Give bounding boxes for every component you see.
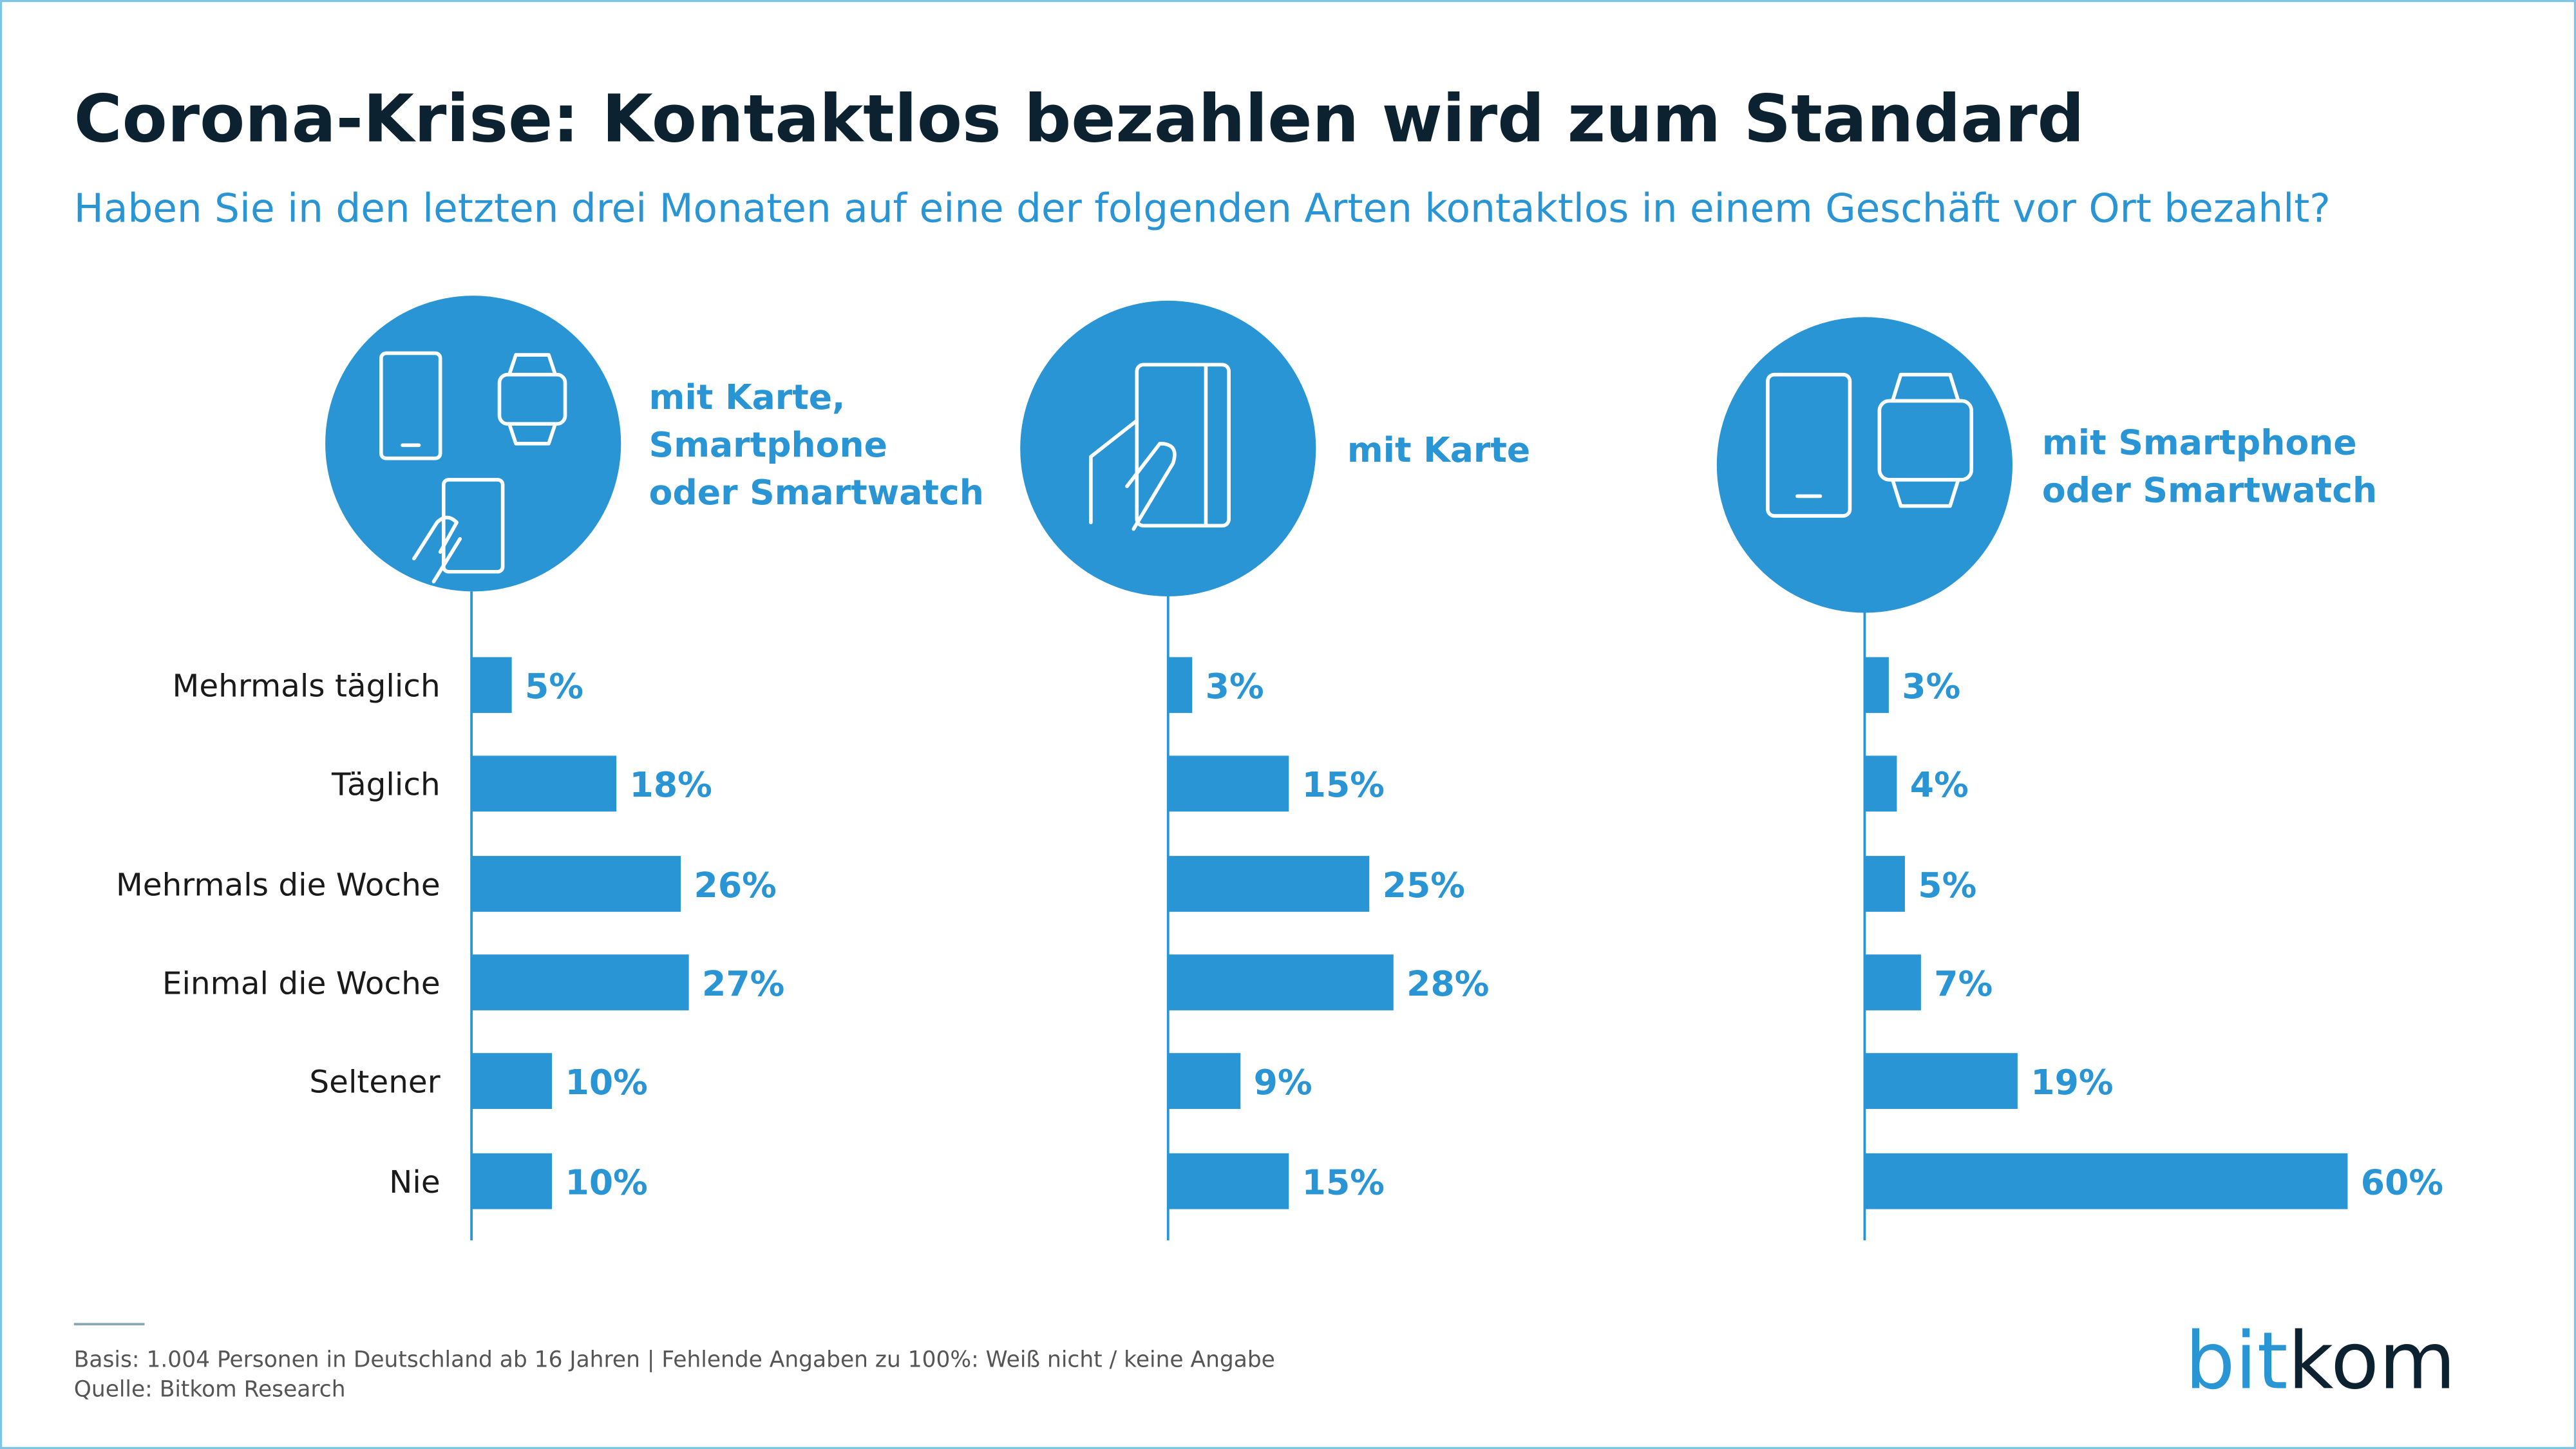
series-label-line: oder Smartwatch (2042, 469, 2377, 510)
bar (1864, 856, 1905, 912)
logo-part: bit (2185, 1315, 2288, 1407)
value-label: 10% (565, 1162, 648, 1203)
bar (1168, 657, 1193, 714)
value-label: 5% (1918, 865, 1976, 905)
bar (1864, 1053, 2018, 1109)
series-label-line: Smartphone (649, 424, 887, 465)
value-label: 15% (1302, 1162, 1385, 1203)
icon-group-1 (325, 296, 621, 592)
icon-circle (1716, 317, 2012, 613)
bar (1168, 755, 1289, 812)
series-label: mit Smartphone oder Smartwatch (2042, 422, 2377, 510)
bar (1864, 657, 1889, 714)
icon-circle (325, 296, 621, 592)
bar (1864, 954, 1921, 1010)
bar (471, 755, 617, 812)
bar (1168, 1053, 1241, 1109)
bar (1168, 954, 1394, 1010)
icon-group-2 (1020, 300, 1316, 597)
watch-icon (507, 353, 558, 446)
value-label: 25% (1383, 865, 1465, 905)
footer-basis: Basis: 1.004 Personen in Deutschland ab … (74, 1347, 1275, 1372)
chart-title: Corona-Krise: Kontaktlos bezahlen wird z… (74, 80, 2085, 157)
value-label: 4% (1910, 764, 1969, 805)
chart-subtitle: Haben Sie in den letzten drei Monaten au… (74, 185, 2331, 231)
logo-part: kom (2288, 1315, 2456, 1407)
bar (471, 954, 689, 1010)
series-label-line: mit Smartphone (2042, 422, 2357, 462)
category-label: Mehrmals die Woche (116, 867, 440, 903)
icon-group-3 (1716, 317, 2012, 613)
bar (471, 1053, 553, 1109)
hand-icon (1089, 419, 1177, 531)
value-label: 27% (702, 963, 784, 1004)
series-label: mit Karte (1347, 430, 1530, 470)
category-label: Nie (389, 1164, 440, 1200)
category-label: Mehrmals täglich (173, 668, 440, 705)
value-label: 7% (1934, 963, 1993, 1004)
value-label: 15% (1302, 764, 1385, 805)
value-label: 60% (2361, 1162, 2443, 1203)
value-label: 3% (1902, 666, 1960, 706)
bar (471, 1153, 553, 1209)
value-label: 5% (525, 666, 583, 706)
series-label-line: mit Karte, (649, 377, 846, 417)
series-label-line: oder Smartwatch (649, 472, 984, 513)
value-label: 3% (1206, 666, 1264, 706)
watch-icon (1890, 372, 1960, 508)
card-icon (1135, 363, 1231, 528)
logo: bitkom (2185, 1315, 2456, 1407)
watch-icon (1877, 399, 1974, 482)
card-icon (441, 478, 505, 574)
footer-source: Quelle: Bitkom Research (74, 1376, 346, 1402)
value-label: 19% (2031, 1062, 2113, 1103)
value-label: 10% (565, 1062, 648, 1103)
value-label: 26% (694, 865, 777, 905)
value-label: 9% (1254, 1062, 1312, 1103)
watch-icon (497, 372, 567, 426)
bar (471, 657, 512, 714)
phone-icon (379, 351, 442, 460)
bar (1168, 1153, 1289, 1209)
bar (471, 856, 681, 912)
value-label: 18% (630, 764, 712, 805)
category-label: Täglich (331, 767, 440, 803)
bar (1864, 755, 1897, 812)
category-label: Seltener (309, 1064, 440, 1100)
series-label-line: mit Karte (1347, 430, 1530, 470)
bar (1168, 856, 1370, 912)
category-label: Einmal die Woche (162, 965, 440, 1001)
bar (1864, 1153, 2348, 1209)
hand-icon (412, 515, 462, 583)
phone-icon (1766, 372, 1852, 518)
value-label: 28% (1406, 963, 1489, 1004)
series-label: mit Karte, Smartphone oder Smartwatch (649, 377, 984, 513)
icon-circle (1020, 300, 1316, 597)
